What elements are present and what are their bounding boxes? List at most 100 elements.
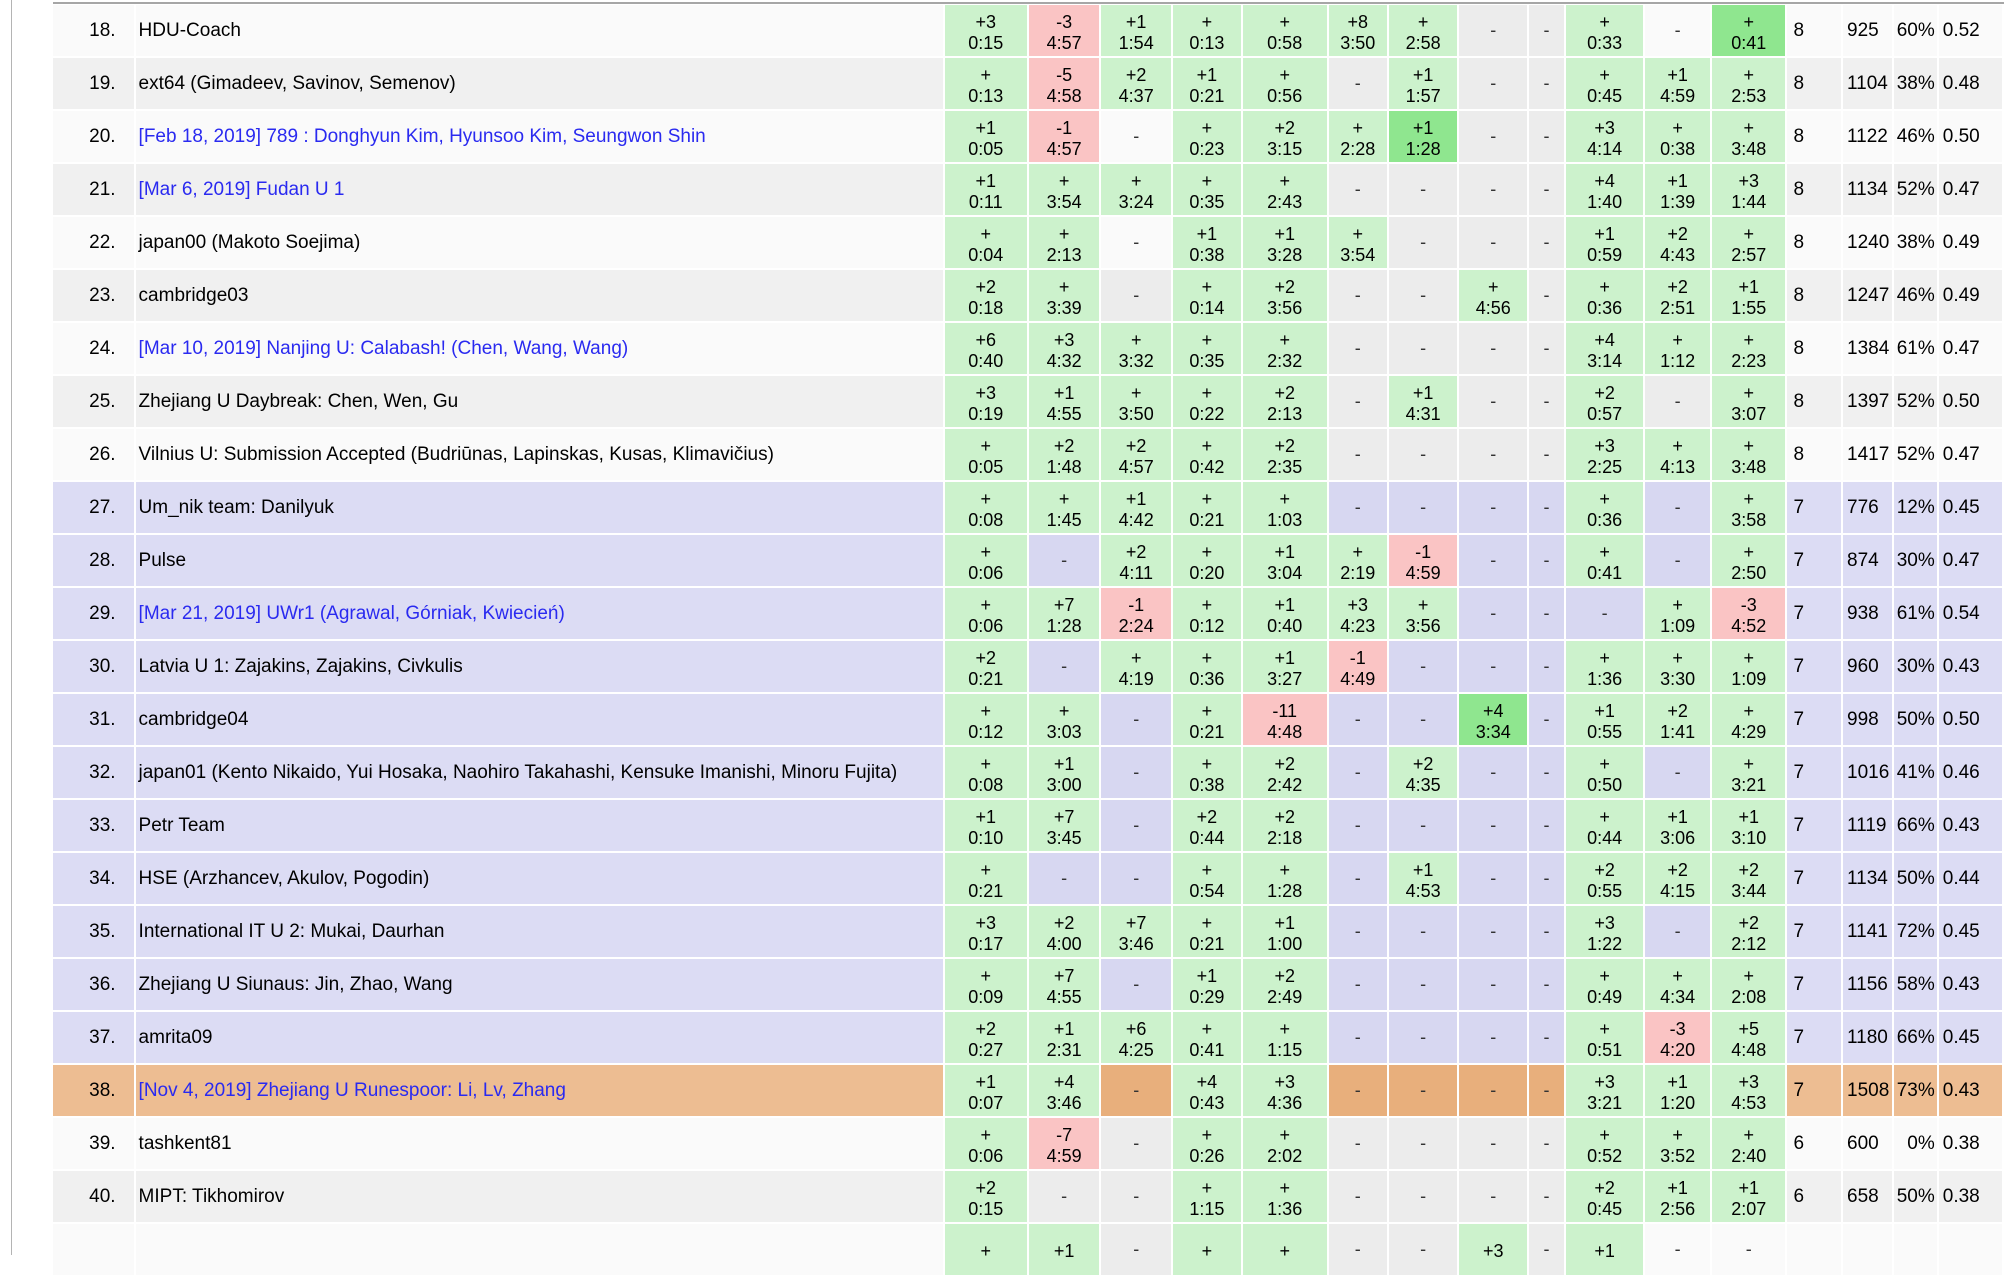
problem-result-cell: -1 2:24 [1101,588,1171,639]
attempt-count: +1 [1274,647,1295,668]
solve-time: 4:55 [1046,403,1082,424]
solve-time: 4:57 [1046,138,1082,159]
team-link[interactable]: [Mar 21, 2019] UWr1 (Agrawal, Górniak, K… [138,603,565,624]
problem-result-cell: +1 0:10 [944,800,1027,851]
problem-result-cell: +7 1:28 [1028,588,1100,639]
problem-result-cell: - [1529,1171,1564,1222]
problem-result-cell: +2:53 [1712,58,1786,109]
attempt-count: + [1743,488,1755,509]
problem-result-cell: +1 0:07 [944,1065,1027,1116]
problem-result-cell: +1 4:42 [1101,482,1171,533]
attempt-count: +1 [1594,1241,1615,1261]
attempt-count: +8 [1347,11,1369,32]
solved-count-cell: 7 [1787,906,1841,957]
team-link[interactable]: [Mar 6, 2019] Fudan U 1 [138,179,345,200]
problem-result-cell: - [1459,535,1528,586]
attempt-count: -3 [1669,1018,1686,1039]
attempt-count: + [980,223,992,244]
problem-result-cell: +1 3:10 [1712,800,1786,851]
solve-time: 1:55 [1731,297,1767,318]
problem-result-cell: +1 4:59 [1645,58,1711,109]
problem-result-cell: - [1459,800,1528,851]
solve-time: 3:50 [1118,403,1154,424]
attempt-count: + [1201,647,1213,668]
attempt-count: -1 [1056,117,1073,138]
attempt-count: +4 [1594,170,1615,191]
team-link[interactable]: [Mar 10, 2019] Nanjing U: Calabash! (Che… [138,338,629,359]
solve-time: 4:29 [1731,721,1767,742]
ratio-cell: 0.47 [1938,429,2002,480]
problem-result-cell: +4 3:46 [1028,1065,1100,1116]
problem-result-cell: +1:36 [1565,641,1644,692]
rank-cell: 23. [53,270,134,321]
ratio-cell: 0.44 [1938,853,2002,904]
problem-result-cell: - [1388,1224,1458,1275]
team-name-text: tashkent81 [138,1133,232,1154]
solve-time: 0:35 [1189,350,1225,371]
solved-count-cell: 7 [1787,588,1841,639]
attempt-count: + [1743,382,1755,403]
problem-result-cell: - [1328,959,1387,1010]
problem-result-cell: - [1529,376,1564,427]
solve-time: 0:04 [968,244,1004,265]
problem-result-cell: -1 4:57 [1028,111,1100,162]
attempt-count: + [1201,912,1213,933]
problem-result-cell: +1 2:56 [1645,1171,1711,1222]
problem-result-cell: - [1459,959,1528,1010]
problem-result-cell: +2 0:44 [1173,800,1241,851]
attempt-count: +2 [1667,700,1688,721]
rank-cell: 37. [53,1012,134,1063]
solved-count-cell: 8 [1787,270,1841,321]
problem-result-cell: - [1101,694,1171,745]
problem-result-cell: +0:50 [1565,747,1644,798]
attempt-count: +2 [1274,435,1295,456]
solve-time: 0:08 [968,509,1004,530]
solve-time: 3:45 [1046,827,1082,848]
attempt-count: +3 [975,382,997,403]
table-top-border [53,2,2004,4]
attempt-count: +1 [975,1071,997,1092]
problem-result-cell: - [1101,111,1171,162]
problem-result-cell: +0:49 [1565,959,1644,1010]
standings-row: 38. [Nov 4, 2019] Zhejiang U Runespoor: L… [53,1065,2002,1116]
success-rate-cell [1893,1224,1937,1275]
problem-result-cell: +2:19 [1328,535,1387,586]
attempt-count: + [1672,594,1683,615]
problem-result-cell: +3:50 [1101,376,1171,427]
solve-time: 4:48 [1731,1039,1767,1060]
attempt-count: +1 [1196,64,1218,85]
problem-result-cell: - [1529,5,1564,56]
problem-result-cell: +0:06 [944,1118,1027,1169]
ratio-cell: 0.54 [1938,588,2002,639]
attempt-count: + [1743,700,1755,721]
problem-result-cell: - [1529,641,1564,692]
team-link[interactable]: [Nov 4, 2019] Zhejiang U Runespoor: Li, … [138,1080,566,1101]
rank-cell: 33. [53,800,134,851]
problem-result-cell: - [1459,58,1528,109]
problem-result-cell: +2:28 [1328,111,1387,162]
ratio-cell: 0.43 [1938,641,2002,692]
problem-result-cell: +2 3:15 [1242,111,1327,162]
problem-result-cell: - [1529,959,1564,1010]
success-rate-cell: 66% [1893,800,1937,851]
problem-result-cell: +3 4:53 [1712,1065,1786,1116]
solve-time: 3:46 [1046,1092,1082,1113]
attempt-count: -3 [1056,11,1073,32]
solve-time: 0:45 [1587,1198,1623,1219]
solved-count-cell: 8 [1787,429,1841,480]
solve-time: 2:18 [1267,827,1303,848]
team-link[interactable]: [Feb 18, 2019] 789 : Donghyun Kim, Hyuns… [138,126,706,147]
problem-result-cell: +3 1:44 [1712,164,1786,215]
solve-time: 0:49 [1587,986,1623,1007]
success-rate-cell: 46% [1893,111,1937,162]
problem-result-cell: +3 0:15 [944,5,1027,56]
solve-time: 0:26 [1189,1145,1225,1166]
solve-time: 0:21 [1189,85,1225,106]
standings-row: 19. ext64 (Gimadeev, Savinov, Semenov) +0:… [53,58,2002,109]
problem-result-cell: - [1388,323,1458,374]
problem-result-cell: +1:15 [1242,1012,1327,1063]
attempt-count: + [1201,859,1213,880]
problem-result-cell: +7 4:55 [1028,959,1100,1010]
attempt-count: + [1201,1177,1213,1198]
solve-time: 0:52 [1587,1145,1623,1166]
